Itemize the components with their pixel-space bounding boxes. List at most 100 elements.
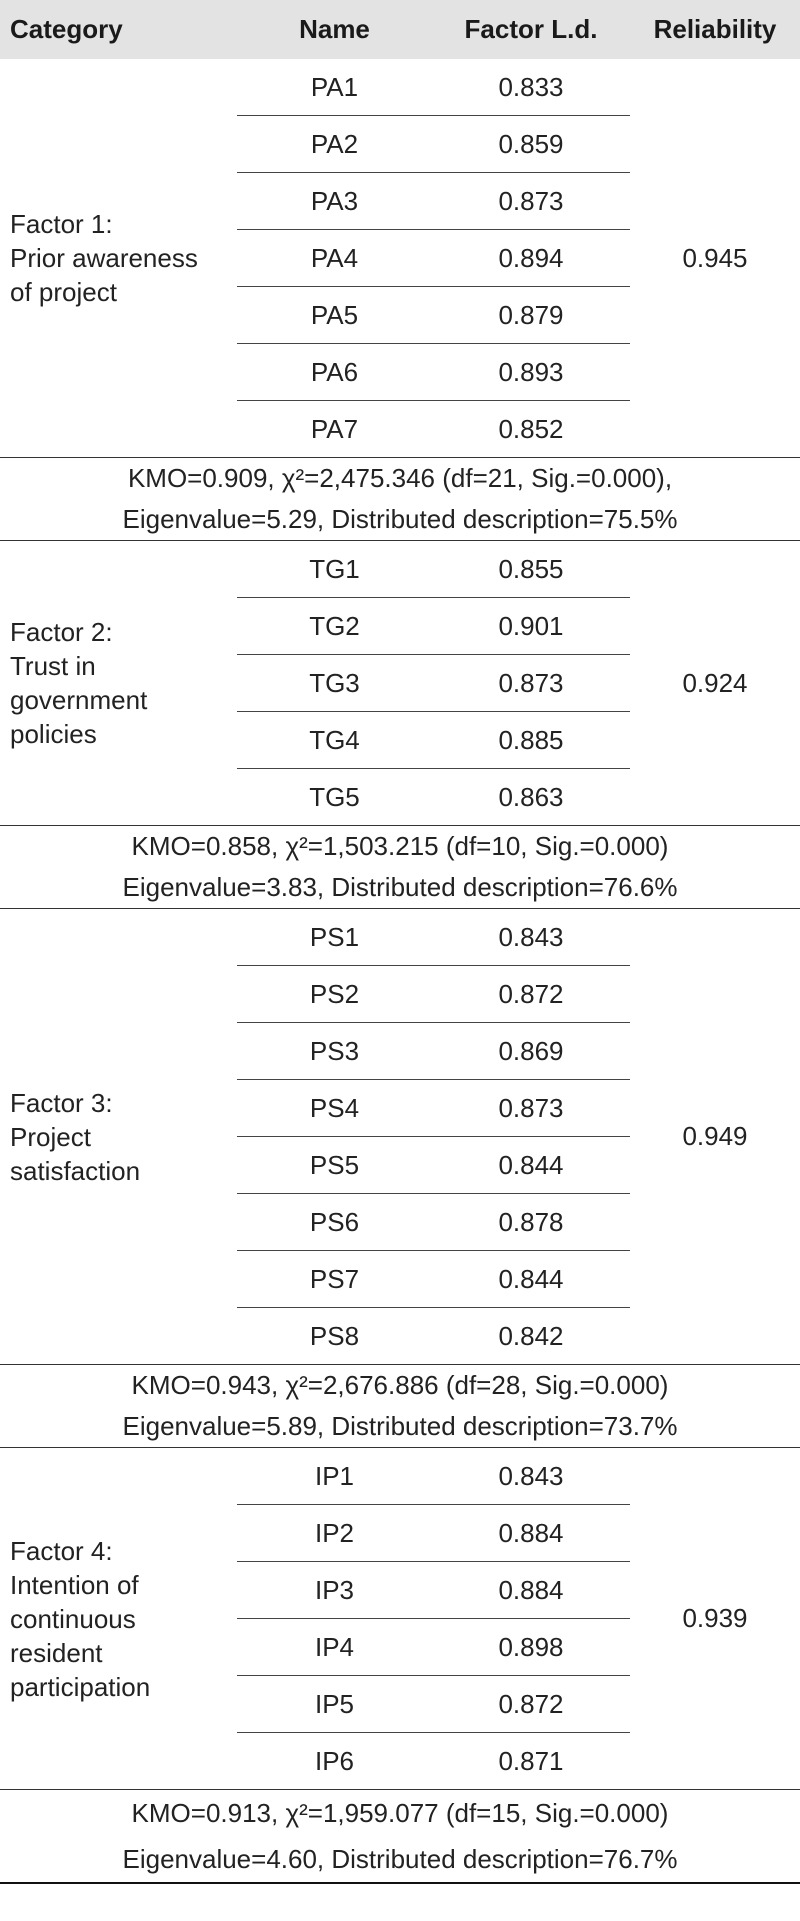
factor-category-line: of project xyxy=(10,277,117,307)
item-name: TG4 xyxy=(237,711,432,769)
table-row: PS4 0.873 xyxy=(0,1079,800,1137)
factor-stats-line: KMO=0.913, χ²=1,959.077 (df=15, Sig.=0.0… xyxy=(131,1798,669,1828)
table-row: PA3 0.873 xyxy=(0,172,800,230)
factor-stats-row: KMO=0.943, χ²=2,676.886 (df=28, Sig.=0.0… xyxy=(0,1364,800,1448)
factor-reliability: 0.924 xyxy=(682,667,748,698)
item-factor-loading: 0.833 xyxy=(498,71,564,102)
item-factor-loading: 0.884 xyxy=(432,1561,630,1619)
table-row: PA2 0.859 xyxy=(0,115,800,173)
factor-stats: KMO=0.943, χ²=2,676.886 (df=28, Sig.=0.0… xyxy=(0,1364,800,1448)
factor-stats-row: KMO=0.913, χ²=1,959.077 (df=15, Sig.=0.0… xyxy=(0,1789,800,1884)
item-factor-loading: 0.873 xyxy=(432,1079,630,1137)
table-row: PA4 0.894 xyxy=(0,229,800,287)
factor-stats-line: Eigenvalue=3.83, Distributed description… xyxy=(122,872,678,902)
item-name: TG5 xyxy=(237,768,432,826)
table-row: PS6 0.878 xyxy=(0,1193,800,1251)
factor-category-line: satisfaction xyxy=(10,1155,141,1186)
item-factor-loading: 0.852 xyxy=(432,400,630,458)
factor-category-line: government xyxy=(10,685,148,715)
item-name: IP1 xyxy=(314,1460,355,1491)
item-name: PS6 xyxy=(237,1193,432,1251)
factor-category-line: Factor 1: xyxy=(10,209,113,239)
item-name: PS1 xyxy=(309,921,360,952)
table-row: IP3 0.884 xyxy=(0,1561,800,1619)
item-factor-loading: 0.869 xyxy=(432,1022,630,1080)
header-name: Name xyxy=(237,0,432,59)
item-name: PS8 xyxy=(237,1307,432,1365)
table-row: PS3 0.869 xyxy=(0,1022,800,1080)
table-row: TG4 0.885 xyxy=(0,711,800,769)
table-row: PS8 0.842 xyxy=(0,1307,800,1365)
item-factor-loading: 0.863 xyxy=(432,768,630,826)
header-factor-ld: Factor L.d. xyxy=(432,0,630,59)
item-name: IP6 xyxy=(237,1732,432,1790)
table-row: IP5 0.872 xyxy=(0,1675,800,1733)
table-row: Factor 3: Project satisfaction PS1 0.843 0.94… xyxy=(0,909,800,1186)
table-row: PA5 0.879 xyxy=(0,286,800,344)
header-category: Category xyxy=(0,0,237,59)
factor-category-line: resident xyxy=(10,1637,103,1668)
item-factor-loading: 0.872 xyxy=(432,965,630,1023)
factor-stats-line: Eigenvalue=5.89, Distributed description… xyxy=(122,1411,678,1441)
table-row: TG5 0.863 xyxy=(0,768,800,826)
table-body: Factor 1: Prior awareness of project PA1 0.8… xyxy=(0,59,800,1884)
item-name: TG1 xyxy=(309,553,360,584)
item-name: IP5 xyxy=(237,1675,432,1733)
item-name: IP3 xyxy=(237,1561,432,1619)
factor-reliability: 0.949 xyxy=(682,1121,748,1151)
item-factor-loading: 0.873 xyxy=(432,172,630,230)
factor-stats: KMO=0.913, χ²=1,959.077 (df=15, Sig.=0.0… xyxy=(0,1789,800,1884)
factor-category-line: Factor 3: xyxy=(10,1087,113,1118)
factor-category: Factor 1: Prior awareness of project xyxy=(0,59,237,458)
factor-stats-line: KMO=0.909, χ²=2,475.346 (df=21, Sig.=0.0… xyxy=(127,463,673,493)
factor-category-line: Project xyxy=(10,1121,91,1152)
factor-reliability: 0.939 xyxy=(682,1603,748,1633)
item-name: PS3 xyxy=(237,1022,432,1080)
item-name: IP4 xyxy=(237,1618,432,1676)
item-factor-loading: 0.894 xyxy=(432,229,630,287)
item-name: PA4 xyxy=(237,229,432,287)
item-factor-loading: 0.842 xyxy=(432,1307,630,1365)
item-factor-loading: 0.878 xyxy=(432,1193,630,1251)
factor-stats: KMO=0.909, χ²=2,475.346 (df=21, Sig.=0.0… xyxy=(0,457,800,541)
factor-category-line: Intention of xyxy=(10,1569,139,1600)
item-name: PS4 xyxy=(237,1079,432,1137)
item-name: PS2 xyxy=(237,965,432,1023)
item-name: PA3 xyxy=(237,172,432,230)
table-row: TG2 0.901 xyxy=(0,597,800,655)
header-reliability: Reliability xyxy=(630,0,800,59)
table-row: IP2 0.884 xyxy=(0,1504,800,1562)
item-factor-loading: 0.871 xyxy=(432,1732,630,1790)
factor-category-line: Prior awareness xyxy=(10,243,198,273)
factor-stats-row: KMO=0.858, χ²=1,503.215 (df=10, Sig.=0.0… xyxy=(0,825,800,909)
factor-stats: KMO=0.858, χ²=1,503.215 (df=10, Sig.=0.0… xyxy=(0,825,800,909)
item-factor-loading: 0.873 xyxy=(432,654,630,712)
table-row: PS5 0.844 xyxy=(0,1136,800,1194)
item-factor-loading: 0.872 xyxy=(432,1675,630,1733)
factor-stats-line: Eigenvalue=5.29, Distributed description… xyxy=(122,504,678,534)
item-name: PS5 xyxy=(237,1136,432,1194)
item-factor-loading: 0.893 xyxy=(432,343,630,401)
factor-category-line: Factor 4: xyxy=(10,1535,113,1566)
header-row: Category Name Factor L.d. Reliability xyxy=(0,0,800,59)
item-name: TG3 xyxy=(237,654,432,712)
item-name: TG2 xyxy=(237,597,432,655)
table-row: PA7 0.852 xyxy=(0,400,800,458)
factor-category-line: policies xyxy=(10,719,97,749)
item-factor-loading: 0.843 xyxy=(498,1460,564,1491)
factor-stats-line: Eigenvalue=4.60, Distributed description… xyxy=(122,1844,678,1874)
factor-stats-line: KMO=0.943, χ²=2,676.886 (df=28, Sig.=0.0… xyxy=(131,1370,669,1400)
factor-stats-row: KMO=0.909, χ²=2,475.346 (df=21, Sig.=0.0… xyxy=(0,457,800,541)
item-factor-loading: 0.855 xyxy=(498,553,564,584)
item-name: PA2 xyxy=(237,115,432,173)
item-factor-loading: 0.901 xyxy=(432,597,630,655)
factor-category-line: continuous xyxy=(10,1603,136,1634)
item-name: PA1 xyxy=(310,71,359,102)
factor-category: Factor 3: Project satisfaction xyxy=(0,909,237,1365)
item-factor-loading: 0.879 xyxy=(432,286,630,344)
item-name: PA5 xyxy=(237,286,432,344)
table-row: PS2 0.872 xyxy=(0,965,800,1023)
item-factor-loading: 0.859 xyxy=(432,115,630,173)
table-row: TG3 0.873 xyxy=(0,654,800,712)
